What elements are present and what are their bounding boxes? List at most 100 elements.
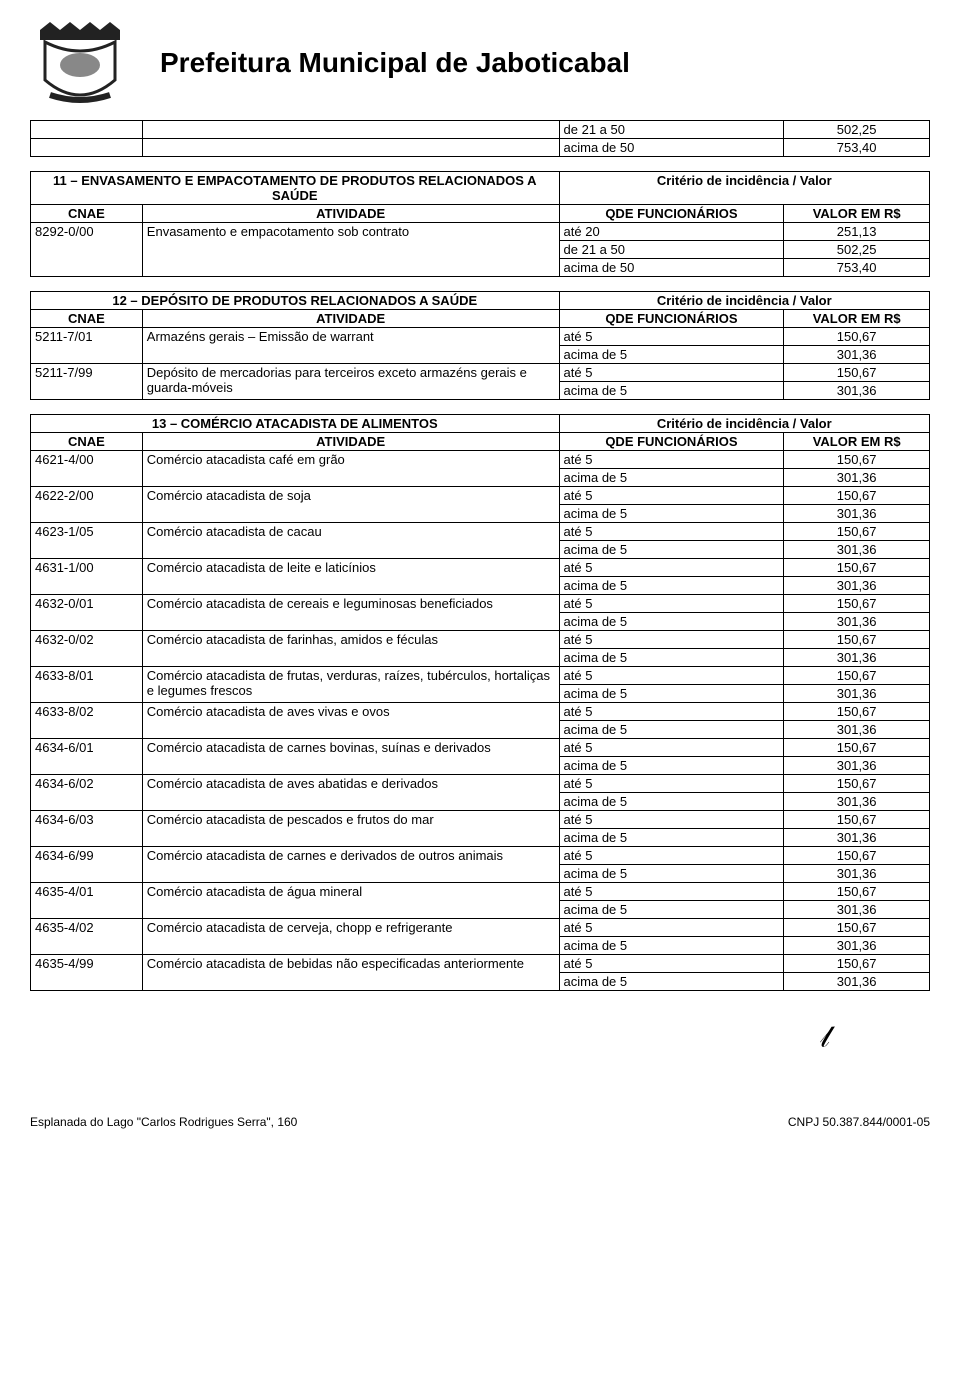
qde-cell: acima de 5 xyxy=(559,613,784,631)
header-atividade: ATIVIDADE xyxy=(142,433,559,451)
header-valor: VALOR EM R$ xyxy=(784,205,930,223)
table-row: 4635-4/02Comércio atacadista de cerveja,… xyxy=(31,919,930,937)
valor-cell: 753,40 xyxy=(784,139,930,157)
valor-cell: 150,67 xyxy=(784,667,930,685)
valor-cell: 301,36 xyxy=(784,793,930,811)
atividade-cell: Comércio atacadista de pescados e frutos… xyxy=(142,811,559,847)
table-row: 4635-4/01Comércio atacadista de água min… xyxy=(31,883,930,901)
table-row: 4633-8/02Comércio atacadista de aves viv… xyxy=(31,703,930,721)
cnae-cell: 4622-2/00 xyxy=(31,487,143,523)
cnae-cell: 4635-4/02 xyxy=(31,919,143,955)
qde-cell: acima de 5 xyxy=(559,685,784,703)
header-valor: VALOR EM R$ xyxy=(784,310,930,328)
qde-cell: até 5 xyxy=(559,739,784,757)
atividade-cell: Comércio atacadista de carnes e derivado… xyxy=(142,847,559,883)
criterio-label: Critério de incidência / Valor xyxy=(559,292,929,310)
qde-cell: acima de 5 xyxy=(559,649,784,667)
criterio-label: Critério de incidência / Valor xyxy=(559,172,929,205)
cnae-cell: 4623-1/05 xyxy=(31,523,143,559)
valor-cell: 301,36 xyxy=(784,649,930,667)
section-table: 11 – ENVASAMENTO E EMPACOTAMENTO DE PROD… xyxy=(30,171,930,277)
cnae-cell: 4634-6/02 xyxy=(31,775,143,811)
section-title: 12 – DEPÓSITO DE PRODUTOS RELACIONADOS A… xyxy=(31,292,560,310)
page-header: Prefeitura Municipal de Jaboticabal xyxy=(30,20,930,105)
table-row: 4633-8/01Comércio atacadista de frutas, … xyxy=(31,667,930,685)
valor-cell: 753,40 xyxy=(784,259,930,277)
cnae-cell: 4632-0/02 xyxy=(31,631,143,667)
cnae-cell: 4633-8/02 xyxy=(31,703,143,739)
valor-cell: 150,67 xyxy=(784,703,930,721)
qde-cell: acima de 5 xyxy=(559,382,784,400)
qde-cell: até 5 xyxy=(559,667,784,685)
footer-cnpj: CNPJ 50.387.844/0001-05 xyxy=(788,1115,930,1129)
table-row: acima de 50 753,40 xyxy=(31,139,930,157)
cnae-cell: 5211-7/99 xyxy=(31,364,143,400)
qde-cell: acima de 5 xyxy=(559,721,784,739)
cnae-cell: 8292-0/00 xyxy=(31,223,143,277)
header-atividade: ATIVIDADE xyxy=(142,310,559,328)
qde-cell: acima de 5 xyxy=(559,577,784,595)
qde-cell: até 5 xyxy=(559,487,784,505)
qde-cell: de 21 a 50 xyxy=(559,121,784,139)
atividade-cell: Comércio atacadista de soja xyxy=(142,487,559,523)
signature-mark: 𝓁 xyxy=(30,1021,930,1055)
table-row: 5211-7/99Depósito de mercadorias para te… xyxy=(31,364,930,382)
valor-cell: 150,67 xyxy=(784,919,930,937)
atividade-cell: Comércio atacadista café em grão xyxy=(142,451,559,487)
valor-cell: 251,13 xyxy=(784,223,930,241)
table-row: 4631-1/00Comércio atacadista de leite e … xyxy=(31,559,930,577)
atividade-cell: Comércio atacadista de cerveja, chopp e … xyxy=(142,919,559,955)
valor-cell: 301,36 xyxy=(784,541,930,559)
cnae-cell: 4634-6/01 xyxy=(31,739,143,775)
section-table: 12 – DEPÓSITO DE PRODUTOS RELACIONADOS A… xyxy=(30,291,930,400)
header-qde: QDE FUNCIONÁRIOS xyxy=(559,433,784,451)
qde-cell: acima de 5 xyxy=(559,901,784,919)
valor-cell: 301,36 xyxy=(784,973,930,991)
header-qde: QDE FUNCIONÁRIOS xyxy=(559,205,784,223)
table-row: 5211-7/01Armazéns gerais – Emissão de wa… xyxy=(31,328,930,346)
qde-cell: até 5 xyxy=(559,847,784,865)
valor-cell: 301,36 xyxy=(784,901,930,919)
qde-cell: acima de 5 xyxy=(559,757,784,775)
valor-cell: 150,67 xyxy=(784,811,930,829)
valor-cell: 502,25 xyxy=(784,241,930,259)
table-row: 4634-6/01Comércio atacadista de carnes b… xyxy=(31,739,930,757)
header-cnae: CNAE xyxy=(31,433,143,451)
atividade-cell: Comércio atacadista de aves abatidas e d… xyxy=(142,775,559,811)
cnae-cell: 4633-8/01 xyxy=(31,667,143,703)
table-row: 8292-0/00Envasamento e empacotamento sob… xyxy=(31,223,930,241)
valor-cell: 150,67 xyxy=(784,775,930,793)
valor-cell: 150,67 xyxy=(784,595,930,613)
atividade-cell: Envasamento e empacotamento sob contrato xyxy=(142,223,559,277)
valor-cell: 150,67 xyxy=(784,847,930,865)
page-title: Prefeitura Municipal de Jaboticabal xyxy=(160,47,630,79)
atividade-cell: Comércio atacadista de água mineral xyxy=(142,883,559,919)
atividade-cell: Comércio atacadista de frutas, verduras,… xyxy=(142,667,559,703)
section-title-row: 12 – DEPÓSITO DE PRODUTOS RELACIONADOS A… xyxy=(31,292,930,310)
qde-cell: até 5 xyxy=(559,328,784,346)
valor-cell: 150,67 xyxy=(784,487,930,505)
atividade-cell: Comércio atacadista de farinhas, amidos … xyxy=(142,631,559,667)
table-row: 4635-4/99Comércio atacadista de bebidas … xyxy=(31,955,930,973)
valor-cell: 301,36 xyxy=(784,721,930,739)
valor-cell: 150,67 xyxy=(784,883,930,901)
qde-cell: acima de 5 xyxy=(559,829,784,847)
qde-cell: até 5 xyxy=(559,775,784,793)
table-row: 4632-0/02Comércio atacadista de farinhas… xyxy=(31,631,930,649)
valor-cell: 301,36 xyxy=(784,469,930,487)
page-footer: Esplanada do Lago "Carlos Rodrigues Serr… xyxy=(30,1115,930,1129)
cnae-cell: 4634-6/03 xyxy=(31,811,143,847)
atividade-cell: Comércio atacadista de cacau xyxy=(142,523,559,559)
table-row: 4623-1/05Comércio atacadista de cacauaté… xyxy=(31,523,930,541)
atividade-cell: Comércio atacadista de bebidas não espec… xyxy=(142,955,559,991)
header-atividade: ATIVIDADE xyxy=(142,205,559,223)
table-row: de 21 a 50 502,25 xyxy=(31,121,930,139)
table-row: 4634-6/03Comércio atacadista de pescados… xyxy=(31,811,930,829)
qde-cell: até 5 xyxy=(559,703,784,721)
municipal-crest-icon xyxy=(30,20,130,105)
valor-cell: 150,67 xyxy=(784,955,930,973)
header-row: CNAEATIVIDADEQDE FUNCIONÁRIOSVALOR EM R$ xyxy=(31,205,930,223)
cnae-cell: 5211-7/01 xyxy=(31,328,143,364)
qde-cell: até 5 xyxy=(559,451,784,469)
atividade-cell: Comércio atacadista de leite e laticínio… xyxy=(142,559,559,595)
